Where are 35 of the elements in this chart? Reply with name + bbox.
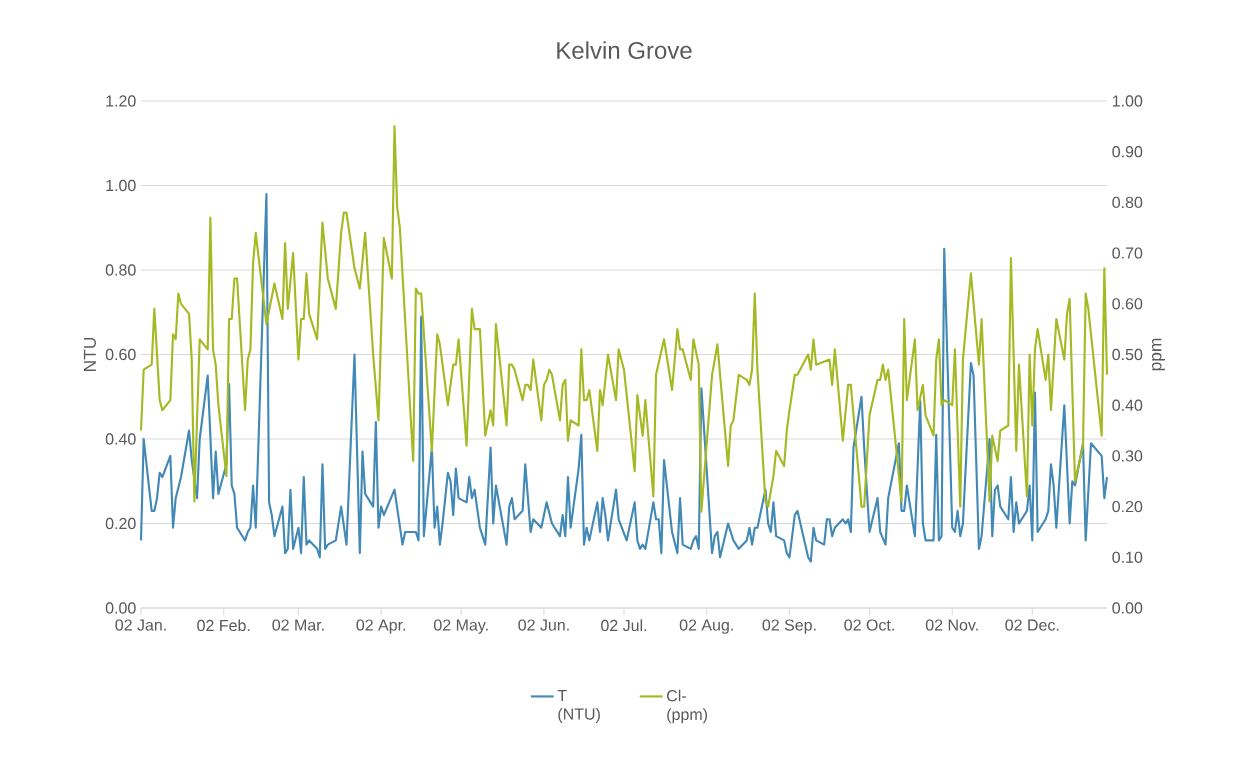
x-tick-label: 02 Jan. — [115, 619, 166, 631]
y-tick-label: 1.00 — [106, 179, 136, 192]
chart-title: Kelvin Grove — [557, 41, 692, 59]
x-tick-label: 02 Mar. — [272, 619, 324, 631]
x-tick-label: 02 Oct. — [844, 619, 894, 631]
y-tick-label: 0.00 — [105, 602, 136, 614]
y-tick-label: 0.60 — [105, 348, 136, 361]
y2-tick-label: 0.70 — [1112, 247, 1143, 259]
legend-label: Cl- (ppm) — [667, 689, 708, 724]
x-tick-label: 02 Feb. — [197, 619, 250, 632]
y-tick-label: 0.20 — [105, 517, 136, 530]
y2-tick-label: 1.00 — [1112, 95, 1143, 107]
y2-tick-label: 0.10 — [1112, 551, 1143, 563]
x-tick-label: 02 Apr. — [356, 619, 406, 634]
y2-axis-title: ppm — [1152, 338, 1165, 371]
y2-tick-label: 0.90 — [1112, 146, 1143, 158]
y-tick-label: 1.20 — [106, 95, 136, 107]
y-tick-label: 0.40 — [105, 433, 136, 445]
x-tick-label: 02 Jul. — [601, 619, 647, 632]
y2-tick-label: 0.50 — [1112, 348, 1143, 361]
x-tick-label: 02 Aug. — [679, 619, 733, 634]
y2-tick-label: 0.80 — [1112, 196, 1143, 209]
x-tick-label: 02 Sep. — [762, 619, 816, 634]
x-tick-label: 02 Nov. — [925, 619, 978, 631]
x-tick-label: 02 Jun. — [518, 619, 569, 631]
y-tick-label: 0.80 — [105, 264, 136, 276]
y2-tick-label: 0.00 — [1112, 602, 1143, 614]
legend-label: T (NTU) — [557, 689, 600, 723]
x-tick-label: 02 Dec. — [1005, 619, 1059, 631]
y2-tick-label: 0.30 — [1112, 450, 1143, 462]
y2-tick-label: 0.40 — [1112, 399, 1143, 411]
y-axis-title: NTU — [83, 338, 96, 371]
y2-tick-label: 0.60 — [1112, 298, 1143, 310]
y2-tick-label: 0.20 — [1112, 500, 1143, 513]
x-tick-label: 02 May. — [433, 619, 488, 634]
